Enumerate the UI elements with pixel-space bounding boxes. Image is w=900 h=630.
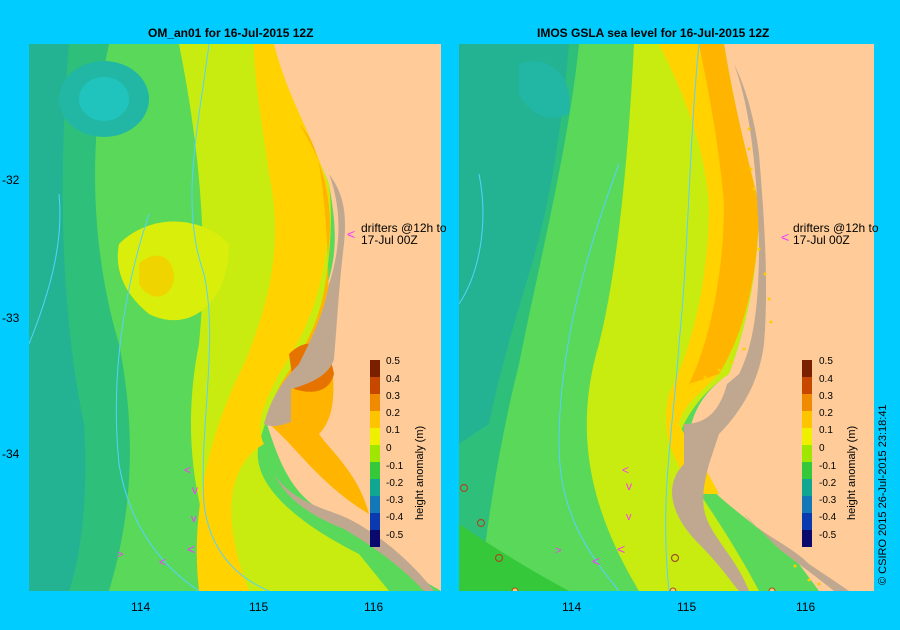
cbar-tick: 0.3 xyxy=(386,391,400,402)
cbar-tick: 0.1 xyxy=(819,425,833,436)
lon-label: 114 xyxy=(131,600,151,614)
cbar-tick: 0.1 xyxy=(386,425,400,436)
drifter-marker: > xyxy=(555,545,561,557)
lon-label: 115 xyxy=(249,600,269,614)
drifter-marker: < xyxy=(184,463,191,477)
right-drifter-note: drifters @12h to 17-Jul 00Z xyxy=(793,221,879,247)
lat-label: -34 xyxy=(2,447,20,461)
cbar-tick: -0.5 xyxy=(819,530,837,541)
cbar-tick: -0.1 xyxy=(386,461,404,472)
drifter-marker: < xyxy=(347,226,355,242)
drifter-marker: v xyxy=(626,511,632,523)
left-panel-title: OM_an01 for 16-Jul-2015 12Z xyxy=(148,26,314,40)
cbar-tick: -0.2 xyxy=(819,478,837,489)
drifter-marker: v xyxy=(626,479,632,493)
lat-label: -33 xyxy=(2,311,20,325)
right-cbar-title: height anomaly (m) xyxy=(846,425,858,520)
cbar-tick: -0.3 xyxy=(386,495,404,506)
drifter-marker: < xyxy=(622,463,629,477)
cbar-tick: -0.4 xyxy=(819,512,837,523)
right-colorbar xyxy=(802,360,812,547)
left-drifter-note: drifters @12h to 17-Jul 00Z xyxy=(361,221,447,247)
drifter-marker: < xyxy=(187,541,195,557)
credit-text: © CSIRO 2015 26-Jul-2015 23:18:41 xyxy=(877,404,889,585)
drifter-marker: < xyxy=(781,229,789,245)
drifter-marker: < xyxy=(592,553,600,569)
cbar-tick: -0.4 xyxy=(386,512,404,523)
lon-label: 114 xyxy=(562,600,582,614)
left-colorbar xyxy=(370,360,380,547)
cbar-tick: 0.2 xyxy=(819,408,833,419)
cbar-tick: -0.2 xyxy=(386,478,404,489)
cbar-tick: 0 xyxy=(386,443,392,454)
right-panel-title: IMOS GSLA sea level for 16-Jul-2015 12Z xyxy=(537,26,770,40)
cbar-tick: -0.3 xyxy=(819,495,837,506)
cbar-tick: 0 xyxy=(819,443,825,454)
cbar-tick: -0.5 xyxy=(386,530,404,541)
cbar-tick: 0.4 xyxy=(386,374,400,385)
left-cbar-title: height anomaly (m) xyxy=(414,425,426,520)
cbar-tick: 0.2 xyxy=(386,408,400,419)
cbar-tick: 0.5 xyxy=(386,356,400,367)
drifter-marker: < xyxy=(617,541,625,557)
right-map: < < v v < < > xyxy=(459,44,874,591)
lon-label: 116 xyxy=(796,600,816,614)
drifter-marker: < xyxy=(159,555,166,569)
left-map: < < v v < < > xyxy=(29,44,441,591)
lon-label: 115 xyxy=(677,600,697,614)
drifter-marker: v xyxy=(191,513,197,525)
cbar-tick: 0.5 xyxy=(819,356,833,367)
cbar-tick: 0.4 xyxy=(819,374,833,385)
lon-label: 116 xyxy=(364,600,384,614)
drifter-marker: v xyxy=(192,483,198,497)
cbar-tick: -0.1 xyxy=(819,461,837,472)
cbar-tick: 0.3 xyxy=(819,391,833,402)
lat-label: -32 xyxy=(2,173,20,187)
drifter-marker: > xyxy=(117,549,123,561)
